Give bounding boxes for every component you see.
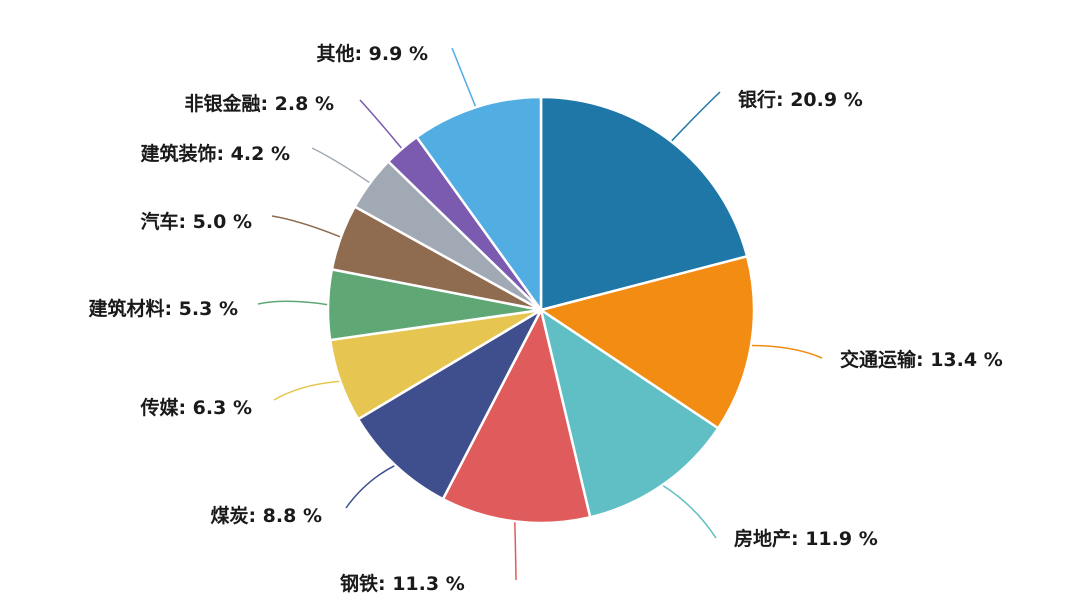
slice-label-3: 房地产: 11.9 % xyxy=(734,527,878,550)
pie-slice-3 xyxy=(539,308,720,519)
leader-line-2 xyxy=(751,344,823,359)
slice-label-9: 建筑装饰: 4.2 % xyxy=(140,142,290,165)
pie-slice-11 xyxy=(415,95,543,312)
leader-line-7 xyxy=(257,300,328,306)
leader-line-11 xyxy=(451,47,477,107)
pie-slice-5 xyxy=(356,308,543,501)
slice-label-2: 交通运输: 13.4 % xyxy=(840,348,1003,371)
leader-line-8 xyxy=(271,215,341,238)
leader-line-10 xyxy=(359,99,402,149)
pie-slice-2 xyxy=(539,255,756,430)
labels-layer: 银行: 20.9 % 交通运输: 13.4 % 房地产: 11.9 % 钢铁: 11.… xyxy=(88,42,1002,595)
slice-label-11: 其他: 9.9 % xyxy=(316,42,428,65)
leader-line-4 xyxy=(514,522,517,581)
slice-label-1: 银行: 20.9 % xyxy=(738,88,863,111)
leader-line-5 xyxy=(345,465,395,509)
leader-line-1 xyxy=(671,91,721,142)
slice-label-4: 钢铁: 11.3 % xyxy=(340,572,465,595)
slice-label-10: 非银金融: 2.8 % xyxy=(184,92,334,115)
pie-slice-1 xyxy=(539,95,749,312)
leader-lines-layer xyxy=(257,47,823,581)
slice-label-8: 汽车: 5.0 % xyxy=(140,210,252,233)
pie-slice-4 xyxy=(441,308,592,525)
slices-layer xyxy=(326,95,756,525)
leader-line-3 xyxy=(662,485,717,539)
slice-label-7: 建筑材料: 5.3 % xyxy=(88,297,238,320)
slice-label-5: 煤炭: 8.8 % xyxy=(210,505,322,527)
leader-line-6 xyxy=(273,380,340,401)
slice-label-6: 传媒: 6.3 % xyxy=(139,396,252,419)
leader-line-9 xyxy=(311,147,370,184)
